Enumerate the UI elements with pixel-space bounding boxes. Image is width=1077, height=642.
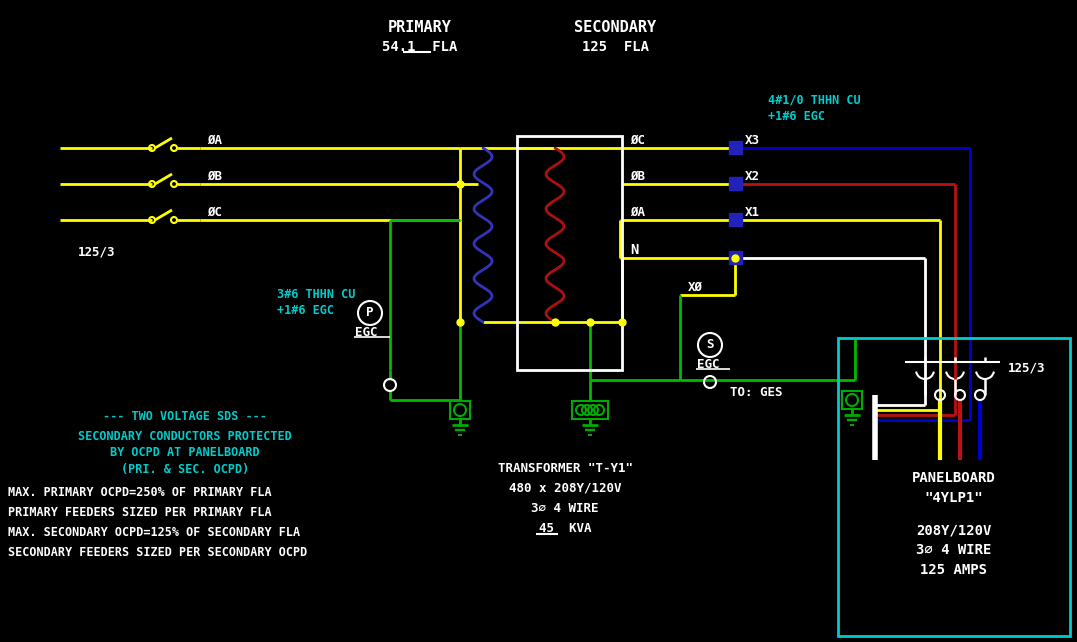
Text: --- TWO VOLTAGE SDS ---: --- TWO VOLTAGE SDS --- (103, 410, 267, 422)
Text: X3: X3 (745, 134, 760, 146)
Bar (729, 251, 742, 264)
Text: ØA: ØA (207, 134, 222, 146)
Text: EGC: EGC (355, 325, 378, 338)
Bar (729, 213, 742, 226)
Text: PRIMARY FEEDERS SIZED PER PRIMARY FLA: PRIMARY FEEDERS SIZED PER PRIMARY FLA (8, 505, 271, 519)
Text: 125  FLA: 125 FLA (582, 40, 648, 54)
Bar (450, 401, 470, 419)
Bar (729, 177, 742, 190)
Text: 45  KVA: 45 KVA (538, 521, 591, 535)
Text: PRIMARY: PRIMARY (388, 21, 452, 35)
Text: 208Y/120V: 208Y/120V (917, 523, 992, 537)
Text: 3∅ 4 WIRE: 3∅ 4 WIRE (531, 501, 599, 514)
Text: ØB: ØB (630, 169, 645, 182)
Text: SECONDARY FEEDERS SIZED PER SECONDARY OCPD: SECONDARY FEEDERS SIZED PER SECONDARY OC… (8, 546, 307, 559)
Text: BY OCPD AT PANELBOARD: BY OCPD AT PANELBOARD (110, 446, 260, 460)
Text: ØC: ØC (630, 134, 645, 146)
Text: 480 x 208Y/120V: 480 x 208Y/120V (508, 482, 621, 494)
Text: SECONDARY: SECONDARY (574, 21, 656, 35)
Text: 4#1/0 THHN CU: 4#1/0 THHN CU (768, 94, 861, 107)
Text: ØC: ØC (207, 205, 222, 218)
Text: 3∅ 4 WIRE: 3∅ 4 WIRE (917, 543, 992, 557)
Text: TO: GES: TO: GES (730, 386, 783, 399)
Text: ØA: ØA (630, 205, 645, 218)
Text: +1#6 EGC: +1#6 EGC (277, 304, 334, 318)
Bar (572, 401, 609, 419)
Text: SECONDARY CONDUCTORS PROTECTED: SECONDARY CONDUCTORS PROTECTED (79, 429, 292, 442)
Text: X2: X2 (745, 169, 760, 182)
Text: TRANSFORMER "T-Y1": TRANSFORMER "T-Y1" (498, 462, 632, 474)
Text: (PRI. & SEC. OCPD): (PRI. & SEC. OCPD) (121, 464, 249, 476)
Text: ØB: ØB (207, 169, 222, 182)
Text: "4YLP1": "4YLP1" (925, 491, 983, 505)
Bar (838, 338, 1071, 636)
Text: XØ: XØ (688, 281, 703, 293)
Text: MAX. PRIMARY OCPD=250% OF PRIMARY FLA: MAX. PRIMARY OCPD=250% OF PRIMARY FLA (8, 485, 271, 498)
Text: 54.1  FLA: 54.1 FLA (382, 40, 458, 54)
Text: MAX. SECONDARY OCPD=125% OF SECONDARY FLA: MAX. SECONDARY OCPD=125% OF SECONDARY FL… (8, 526, 300, 539)
Bar (729, 141, 742, 154)
Text: EGC: EGC (697, 358, 719, 370)
Text: N: N (630, 243, 639, 257)
Bar (517, 136, 623, 370)
Text: S: S (707, 338, 714, 352)
Text: 125/3: 125/3 (79, 245, 115, 259)
Text: 125 AMPS: 125 AMPS (921, 563, 988, 577)
Text: +1#6 EGC: +1#6 EGC (768, 110, 825, 123)
Text: P: P (366, 306, 374, 320)
Text: 3#6 THHN CU: 3#6 THHN CU (277, 288, 355, 302)
Bar (842, 391, 862, 409)
Text: 125/3: 125/3 (1008, 361, 1046, 374)
Text: X1: X1 (745, 205, 760, 218)
Text: PANELBOARD: PANELBOARD (912, 471, 996, 485)
